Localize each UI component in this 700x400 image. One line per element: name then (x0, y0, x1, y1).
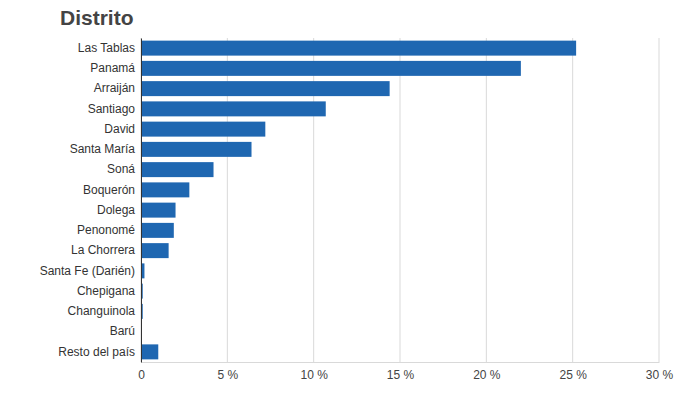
y-tick-label: Chepigana (77, 284, 135, 298)
y-tick-label: Barú (110, 324, 135, 338)
y-tick-label: Santiago (88, 102, 136, 116)
chart: Distrito 0 5 % 10 % 15 % 20 % 25 % 30 % Las Tabl… (0, 0, 700, 400)
grid-line (141, 38, 142, 362)
bars (141, 41, 576, 360)
y-tick-label: Changuinola (68, 304, 136, 318)
x-tick-label: 25 % (559, 368, 587, 382)
y-tick: La Chorrera (71, 243, 135, 257)
y-tick-label: Panamá (90, 61, 135, 75)
y-tick: Dolega (97, 203, 135, 217)
grid-line (486, 38, 487, 362)
y-tick-label: Las Tablas (78, 41, 135, 55)
x-axis: 0 5 % 10 % 15 % 20 % 25 % 30 % (138, 362, 673, 382)
y-tick: Barú (110, 324, 135, 338)
x-tick-label: 30 % (646, 368, 674, 382)
y-tick: Santiago (88, 102, 136, 116)
y-tick-label: Santa Fe (Darién) (40, 264, 135, 278)
x-tick-label: 5 % (217, 368, 238, 382)
bar (141, 81, 390, 96)
y-axis-line (141, 39, 142, 363)
x-tick: 15 % (387, 362, 415, 382)
y-tick: Panamá (90, 61, 135, 75)
y-tick-label: Resto del país (58, 345, 135, 359)
y-tick-label: La Chorrera (71, 243, 135, 257)
y-tick-label: Soná (107, 162, 135, 176)
bar (141, 203, 176, 218)
bar (141, 162, 214, 177)
bar (141, 61, 521, 76)
y-tick: Penonomé (77, 223, 135, 237)
bar (141, 101, 326, 116)
x-tick: 5 % (217, 362, 238, 382)
y-tick: Changuinola (68, 304, 136, 318)
title: Distrito (60, 6, 134, 29)
bar (141, 344, 158, 359)
grid-line (400, 38, 401, 362)
y-tick-label: Dolega (97, 203, 135, 217)
grid (141, 38, 659, 362)
x-tick-label: 0 (138, 368, 145, 382)
plot: 0 5 % 10 % 15 % 20 % 25 % 30 % Las Tablas Panamá… (40, 38, 674, 382)
y-tick: Santa María (70, 142, 136, 156)
x-tick: 10 % (300, 362, 328, 382)
y-axis: Las Tablas Panamá Arraiján Santiago David San… (40, 39, 142, 363)
bar (141, 243, 169, 258)
x-tick-label: 10 % (300, 368, 328, 382)
bar (141, 182, 189, 197)
bar (141, 142, 252, 157)
grid-line (659, 38, 660, 362)
y-tick: Arraiján (94, 81, 135, 95)
y-tick: Boquerón (83, 183, 135, 197)
y-tick-label: David (104, 122, 135, 136)
x-tick: 20 % (473, 362, 501, 382)
bar (141, 41, 576, 56)
x-axis-line (142, 362, 660, 363)
y-tick: Santa Fe (Darién) (40, 264, 135, 278)
x-tick: 25 % (559, 362, 587, 382)
y-tick: Resto del país (58, 345, 135, 359)
y-tick: Chepigana (77, 284, 135, 298)
bar (141, 223, 174, 238)
x-tick: 30 % (646, 362, 674, 382)
y-tick-label: Santa María (70, 142, 136, 156)
y-tick: Las Tablas (78, 41, 135, 55)
y-tick: Soná (107, 162, 135, 176)
x-tick-label: 15 % (387, 368, 415, 382)
y-tick: David (104, 122, 135, 136)
x-tick-label: 20 % (473, 368, 501, 382)
y-tick-label: Arraiján (94, 81, 135, 95)
y-tick-label: Penonomé (77, 223, 135, 237)
x-tick: 0 (138, 362, 145, 382)
bar (141, 122, 265, 137)
grid-line (572, 38, 573, 362)
y-tick-label: Boquerón (83, 183, 135, 197)
